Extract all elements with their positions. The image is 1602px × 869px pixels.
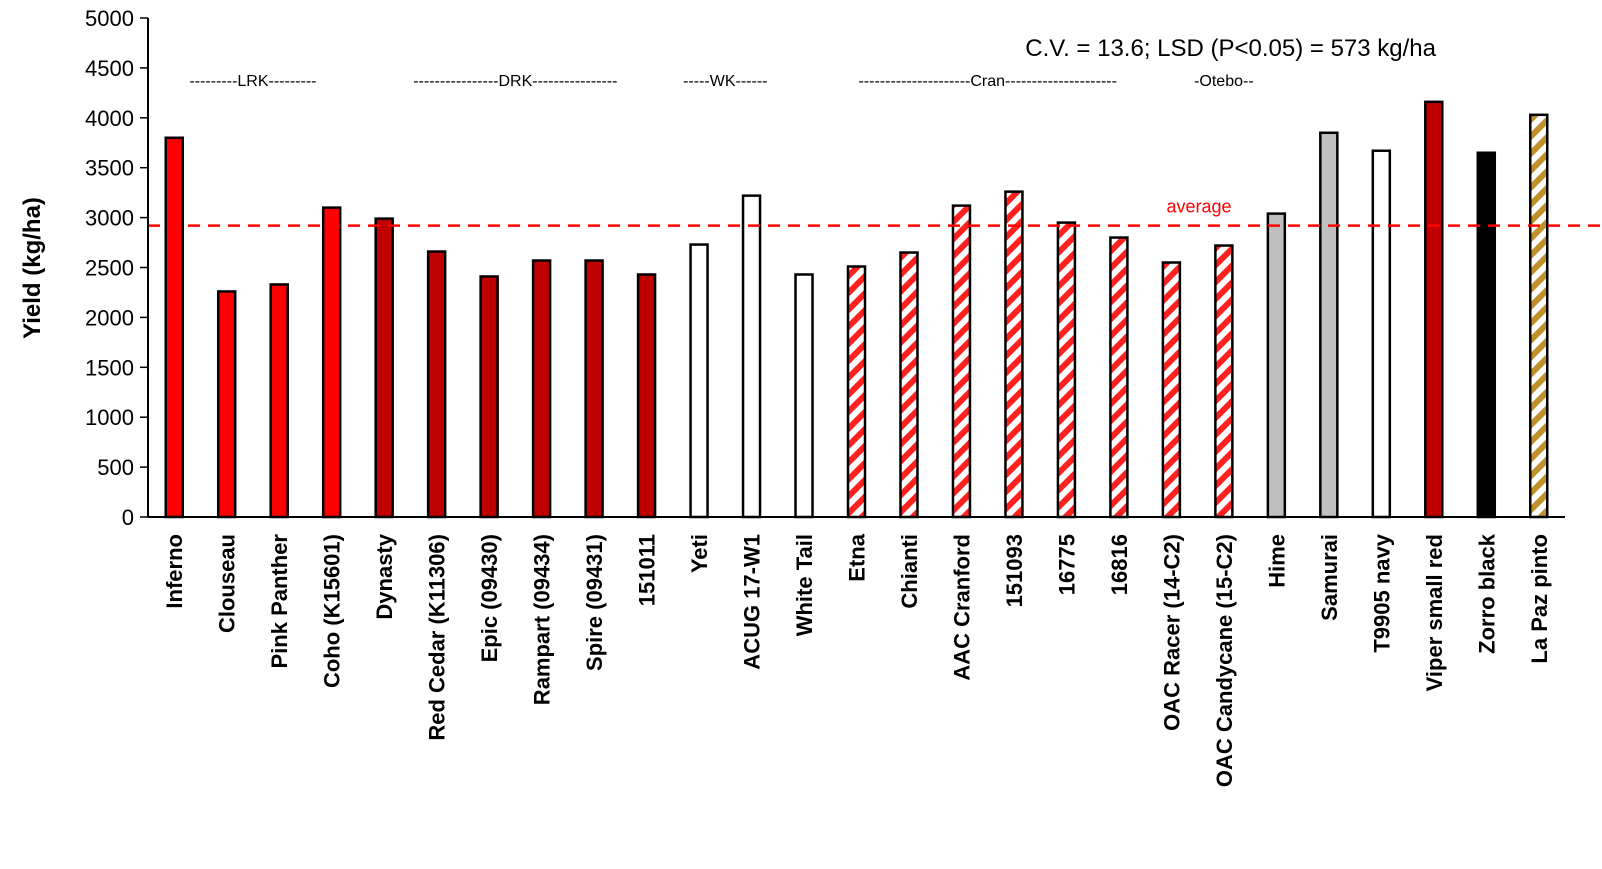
x-category-label: White Tail: [792, 534, 817, 636]
x-category-label: La Paz pinto: [1527, 534, 1552, 664]
x-category-label: Spire (09431): [582, 534, 607, 671]
bar-inferno: [164, 136, 184, 519]
bar-16775: [1056, 221, 1077, 519]
y-tick-label: 3000: [85, 206, 134, 231]
x-category-label: Clouseau: [215, 534, 240, 633]
x-category-label: 16775: [1054, 534, 1079, 595]
y-tick-label: 1500: [85, 355, 134, 380]
bar-oac-candycane-15-c2: [1214, 244, 1234, 519]
stats-annotation: C.V. = 13.6; LSD (P<0.05) = 573 kg/ha: [1025, 35, 1436, 62]
x-category-label: Hime: [1264, 534, 1289, 588]
bar-151011: [636, 273, 657, 519]
x-category-label: 151011: [635, 534, 660, 606]
x-category-label: Coho (K15601): [320, 534, 345, 688]
group-label: ---------------------Cran---------------…: [858, 73, 1116, 90]
x-category-label: Samurai: [1317, 534, 1342, 621]
x-category-label: Etna: [845, 533, 870, 581]
bar-yeti: [689, 243, 709, 519]
bar-pink-panther: [269, 283, 289, 519]
x-category-label: Rampart (09434): [530, 534, 555, 705]
y-tick-label: 1000: [85, 405, 134, 430]
bar-t9905-navy: [1371, 149, 1392, 519]
group-label: -----WK------: [683, 73, 767, 90]
x-category-label: Dynasty: [372, 533, 397, 619]
bar-white-tail: [794, 273, 814, 519]
bar-samurai: [1319, 131, 1339, 519]
average-label: average: [1166, 197, 1231, 217]
x-category-label: Epic (09430): [477, 534, 502, 662]
x-category-label: T9905 navy: [1369, 533, 1394, 652]
bar-zorro-black: [1476, 151, 1497, 519]
y-tick-label: 500: [97, 455, 134, 480]
bar-acug-17-w1: [741, 194, 762, 519]
bar-chianti: [899, 251, 919, 519]
x-category-label: Pink Panther: [267, 534, 292, 669]
bar-la-paz-pinto: [1529, 113, 1549, 519]
y-tick-label: 4500: [85, 56, 134, 81]
bar-epic-09430: [479, 275, 499, 519]
x-axis-labels: Inferno Clouseau Pink Panther Coho (K15601)…: [162, 533, 1552, 787]
bar-16816: [1109, 236, 1129, 519]
group-label: -Otebo--: [1194, 73, 1254, 90]
x-category-label: Chianti: [897, 534, 922, 609]
y-axis-title: Yield (kg/ha): [19, 197, 46, 339]
x-category-label: Viper small red: [1422, 534, 1447, 691]
x-category-label: ACUG 17-W1: [740, 534, 765, 670]
bar-dynasty: [374, 217, 394, 519]
y-tick-label: 5000: [85, 6, 134, 31]
x-category-label: Red Cedar (K11306): [425, 534, 450, 741]
y-axis-ticks: 0 500 1000 1500 2000 2500 3000 3500 4000 4500 5000: [85, 6, 148, 530]
y-tick-label: 3500: [85, 156, 134, 181]
x-category-label: OAC Candycane (15-C2): [1212, 534, 1237, 787]
y-tick-label: 2000: [85, 305, 134, 330]
x-category-label: 151093: [1002, 534, 1027, 607]
bar-spire-09431: [584, 259, 604, 519]
bar-oac-racer-14-c2: [1161, 261, 1182, 519]
x-category-label: Zorro black: [1474, 533, 1499, 654]
bar-etna: [846, 265, 867, 519]
x-category-label: Yeti: [687, 534, 712, 573]
bar-hime: [1266, 212, 1287, 519]
bar-151093: [1004, 190, 1024, 519]
group-label: ---------LRK---------: [189, 73, 316, 90]
x-category-label: 16816: [1107, 534, 1132, 595]
bar-red-cedar-k11306: [426, 250, 447, 519]
bars: [164, 100, 1549, 519]
bar-viper-small-red: [1424, 100, 1444, 519]
axes: [147, 18, 1565, 518]
x-category-label: AAC Cranford: [949, 534, 974, 681]
y-tick-label: 2500: [85, 256, 134, 281]
bar-rampart-09434: [531, 259, 552, 519]
bar-aac-cranford: [951, 204, 972, 519]
x-category-label: Inferno: [162, 534, 187, 609]
group-labels: ---------LRK--------- ----------------DRK…: [189, 73, 1253, 90]
y-tick-label: 4000: [85, 106, 134, 131]
bar-coho-k15601: [321, 206, 342, 519]
average-layer: average: [148, 197, 1600, 227]
y-tick-label: 0: [122, 505, 134, 530]
group-label: ----------------DRK----------------: [413, 73, 617, 90]
x-category-label: OAC Racer (14-C2): [1159, 534, 1184, 731]
bar-clouseau: [216, 290, 237, 519]
